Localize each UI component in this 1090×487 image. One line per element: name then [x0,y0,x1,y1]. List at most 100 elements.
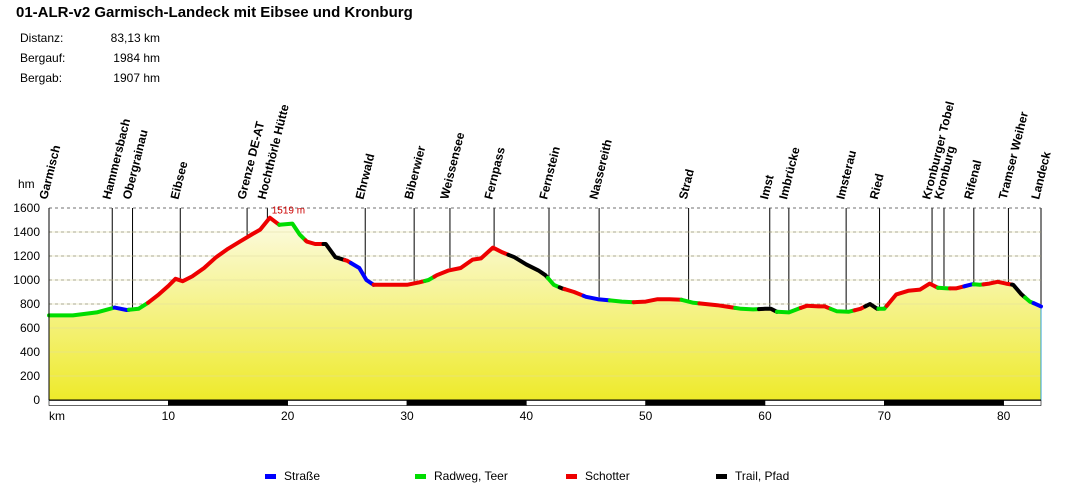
route-segment-radweg [607,298,636,305]
waypoint-label: Fernpass [481,145,508,200]
route-segment-radweg [733,305,761,312]
route-segment-radweg [277,221,308,243]
route-segment-radweg [127,300,150,312]
legend-swatch-schotter [566,474,577,480]
route-segment-schotter [981,279,1014,287]
waypoint-label: Rifenal [961,159,984,201]
route-segment-strasse [348,261,376,287]
route-segment-radweg [47,305,117,318]
x-tick-label-30: 30 [400,409,414,423]
route-segment-schotter [371,278,427,287]
waypoint-label: Hochthörle Hütte [255,103,292,201]
legend-label-schotter: Schotter [585,469,630,483]
y-tick-label-0: 0 [33,393,40,407]
x-tick-label-50: 50 [639,409,653,423]
area-layer [48,217,1042,401]
x-tick-label-20: 20 [281,409,295,423]
route-segment-strasse [112,305,131,312]
waypoint-label: Tramser Weiher [996,110,1031,201]
waypoint-label: Biberwier [401,144,428,201]
max-elevation-label: 1519 m [272,206,305,217]
route-segment-schotter [631,297,684,305]
stat-distance-value: 83,13 km [110,31,160,45]
legend-label-strasse: Straße [284,469,321,483]
waypoint-label: Eibsee [168,159,191,200]
y-tick-label-400: 400 [20,345,40,359]
route-segment-strasse [581,293,612,303]
x-tick-label-70: 70 [878,409,892,423]
y-tick-label-1600: 1600 [13,201,40,215]
route-segment-strasse [1031,301,1043,309]
chart-title: 01-ALR-v2 Garmisch-Landeck mit Eibsee un… [16,4,413,21]
waypoint-label: Ried [867,172,887,201]
route-segment-radweg [679,297,702,306]
waypoint-label: Imst [757,173,777,200]
x-axis-band [287,400,408,406]
legend-label-radweg: Radweg, Teer [434,469,508,483]
x-axis-band [526,400,646,406]
route-segment-schotter [884,281,940,308]
legend-item-radweg: Radweg, Teer [415,469,508,483]
route-segment-schotter [697,301,738,310]
route-segment-radweg [422,274,437,283]
x-axis-band [884,400,1004,406]
legend-item-strasse: Straße [265,469,320,483]
x-axis-band [764,400,885,406]
route-segment-schotter [146,215,282,305]
stat-descent: Bergab: 1907 hm [20,71,160,91]
x-tick-label-80: 80 [997,409,1011,423]
route-segment-trail [1010,282,1028,300]
x-tick-label-60: 60 [758,409,772,423]
waypoint-label: Garmisch [36,144,63,201]
route-segment-radweg [828,306,857,314]
x-axis-band [1003,400,1042,406]
stat-ascent-value: 1984 hm [113,51,160,65]
x-axis-band [406,400,527,406]
y-tick-label-600: 600 [20,321,40,335]
legend-label-trail: Trail, Pfad [735,469,790,483]
stat-ascent: Bergauf: 1984 hm [20,51,160,71]
x-tick-label-40: 40 [520,409,534,423]
y-tick-label-800: 800 [20,297,40,311]
route-segment-radweg [545,275,562,290]
stat-ascent-label: Bergauf: [20,51,66,65]
legend-swatch-strasse [265,474,276,480]
waypoint-label: Strad [676,168,697,201]
stat-distance-label: Distanz: [20,31,64,45]
route-segment-schotter [562,287,586,298]
waypoint-label: Fernstein [536,145,563,201]
route-line-layer [47,215,1043,318]
stat-distance: Distanz: 83,13 km [20,31,160,51]
x-axis-band [48,400,169,406]
axes-layer [48,208,1042,406]
y-tick-label-1200: 1200 [13,249,40,263]
route-segment-schotter [432,245,511,279]
route-segment-trail [321,242,347,263]
x-axis-band [168,400,288,406]
waypoint-label: Imbrücke [776,145,803,200]
x-axis-band [645,400,766,406]
legend-swatch-trail [716,474,727,480]
y-tick-label-200: 200 [20,369,40,383]
waypoint-label: Landeck [1028,150,1053,201]
elevation-area [49,217,1041,400]
waypoint-label: Weissensee [437,131,467,201]
route-segment-schotter [798,303,833,311]
x-tick-label-10: 10 [162,409,176,423]
y-tick-label-1400: 1400 [13,225,40,239]
stat-descent-label: Bergab: [20,71,63,85]
waypoint-label: Ehrwald [353,152,378,201]
route-segment-schotter [303,238,326,246]
legend-item-schotter: Schotter [566,469,630,483]
legend-swatch-radweg [415,474,426,480]
route-segment-trail [757,306,779,314]
stat-descent-value: 1907 hm [113,71,160,85]
legend-item-trail: Trail, Pfad [716,469,789,483]
route-segment-schotter [948,284,967,291]
y-tick-label-1000: 1000 [13,273,40,287]
route-segment-trail [506,252,550,280]
y-axis-title: hm [18,177,35,191]
waypoint-label: Imsterau [833,149,859,201]
waypoint-label: Nassereith [586,138,614,201]
